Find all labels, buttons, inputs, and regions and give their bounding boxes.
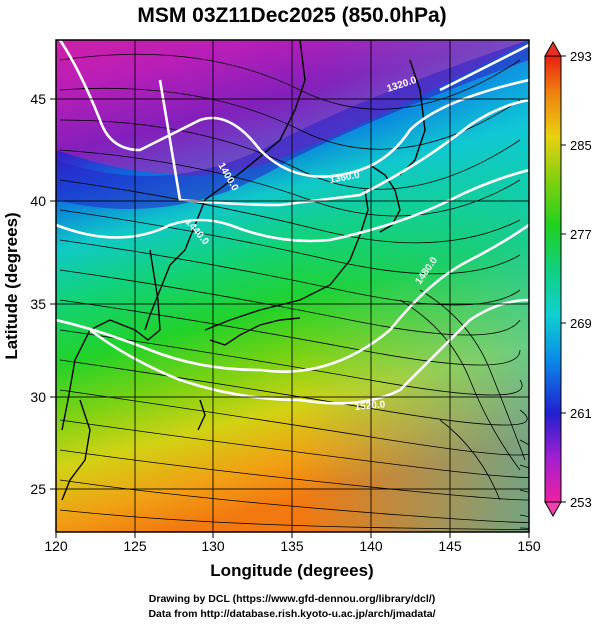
- x-axis-label: Longitude (degrees): [210, 561, 373, 580]
- colorbar-min-arrow: [544, 501, 562, 518]
- dark-blue-band: [56, 40, 529, 209]
- y-tick-label: 30: [30, 389, 46, 405]
- y-tick-label: 25: [30, 481, 46, 497]
- colorbar-label: 269: [570, 316, 592, 331]
- colorbar-scale: [544, 55, 562, 503]
- y-tick-label: 45: [30, 91, 46, 107]
- colorbar-label: 285: [570, 138, 592, 153]
- x-tick-label: 130: [201, 538, 225, 554]
- x-axis: 120 125 130 135 140 145 150 Longitude (d…: [44, 532, 541, 580]
- contour-1360: [58, 40, 529, 178]
- x-tick-label: 135: [280, 538, 304, 554]
- credit-line-drawing: Drawing by DCL (https://www.gfd-dennou.o…: [149, 593, 435, 605]
- x-tick-label: 125: [123, 538, 147, 554]
- y-tick-label: 35: [30, 296, 46, 312]
- contour-1480: [56, 223, 529, 373]
- colorbar-label: 277: [570, 227, 592, 242]
- colorbar-label: 293: [570, 49, 592, 64]
- credit-line-data: Data from http://database.rish.kyoto-u.a…: [148, 608, 435, 620]
- colorbar-max-arrow: [544, 40, 562, 57]
- y-axis-label: Latitude (degrees): [2, 212, 21, 359]
- plot-area: 1320.0 1360.0 1400.0 1440.0 1480.0 1520.…: [56, 40, 529, 532]
- contour-1440: [56, 168, 529, 243]
- colorbar: 293 285 277 269 261 253: [544, 40, 592, 518]
- coastlines: [61, 40, 426, 501]
- map-title: MSM 03Z11Dec2025 (850.0hPa): [137, 4, 446, 27]
- contour-1520: [89, 298, 529, 405]
- grid-lines: [56, 40, 529, 532]
- x-tick-label: 150: [517, 538, 541, 554]
- height-contours: [56, 40, 529, 405]
- x-tick-label: 120: [44, 538, 68, 554]
- contour-1320: [439, 43, 529, 92]
- contour-label-1360: 1360.0: [329, 170, 361, 186]
- y-axis: 45 40 35 30 25 Latitude (degrees): [2, 91, 56, 497]
- colorbar-label: 261: [570, 406, 592, 421]
- colorbar-label: 253: [570, 495, 592, 510]
- x-tick-label: 140: [359, 538, 383, 554]
- x-tick-label: 145: [438, 538, 462, 554]
- y-tick-label: 40: [30, 193, 46, 209]
- contour-label-1520: 1520.0: [354, 399, 386, 413]
